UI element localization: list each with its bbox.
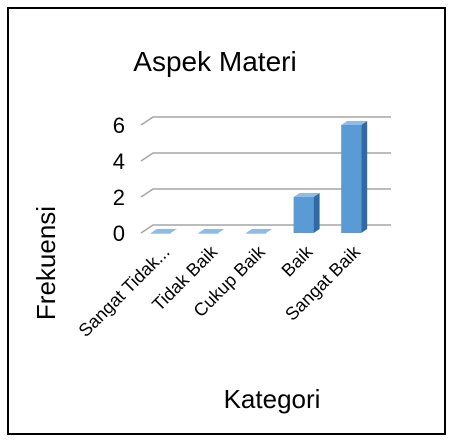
bar-top [150, 229, 177, 233]
bar-front [341, 125, 362, 233]
bar-top [293, 193, 320, 197]
bar-front [293, 197, 314, 233]
y-tick-label: 0 [113, 221, 125, 246]
y-axis-label: Frekuensi [31, 206, 61, 320]
bar [246, 229, 272, 234]
bar-top [198, 229, 225, 233]
bar-front [198, 233, 219, 234]
y-tick-label: 2 [113, 185, 125, 210]
bar-side [361, 121, 368, 233]
bar [150, 229, 177, 234]
y-tick-label: 4 [113, 149, 125, 174]
bar [198, 229, 225, 234]
bar-front [150, 233, 171, 234]
gridline [140, 152, 391, 162]
x-axis-label: Kategori [224, 384, 321, 414]
bar-side [313, 193, 320, 233]
y-tick-label: 6 [113, 113, 125, 138]
gridline [140, 116, 391, 126]
bar [293, 193, 320, 233]
bar-top [246, 229, 272, 233]
category-label: Baik [278, 241, 318, 281]
bar [341, 121, 368, 233]
bar-front [246, 233, 266, 234]
bar-top [341, 121, 368, 125]
gridline [140, 188, 391, 198]
chart-title: Aspek Materi [133, 46, 296, 77]
